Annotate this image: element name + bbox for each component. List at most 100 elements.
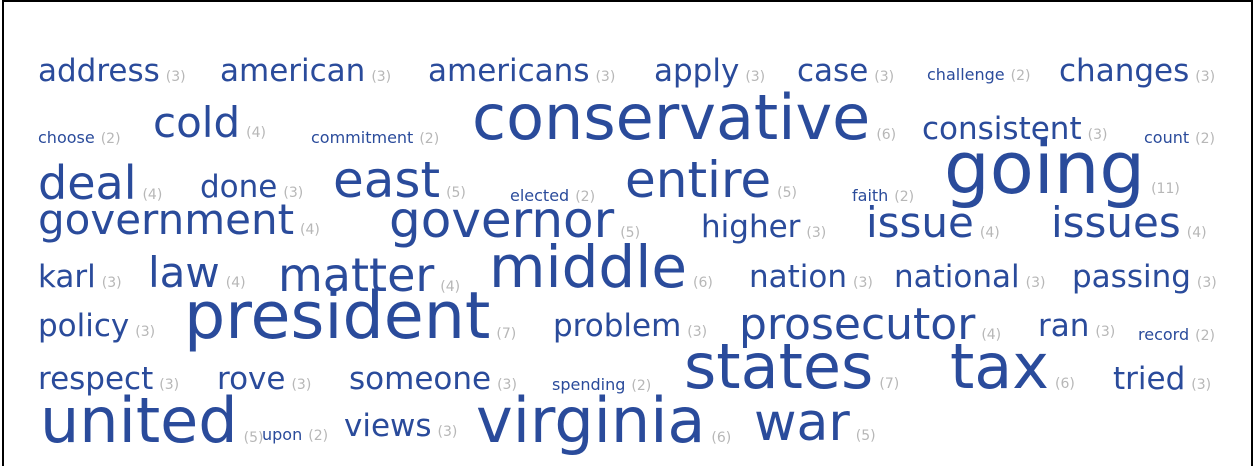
tag-count: (5) xyxy=(243,430,264,446)
tag-word[interactable]: elected xyxy=(510,186,570,205)
tag-word[interactable]: president xyxy=(184,279,491,354)
tag-word[interactable]: done xyxy=(200,169,278,205)
tag-policy: policy (3) xyxy=(38,311,155,342)
tag-count: (3) xyxy=(874,69,895,85)
tag-word[interactable]: prosecutor xyxy=(739,299,976,350)
tag-count: (4) xyxy=(979,225,1000,241)
tag-count: count (2) xyxy=(1144,128,1215,147)
tag-word[interactable]: nation xyxy=(749,259,848,295)
tag-law: law (4) xyxy=(148,252,246,294)
tag-higher: higher (3) xyxy=(701,212,826,243)
tag-word[interactable]: higher xyxy=(701,209,801,245)
tag-americans: americans (3) xyxy=(428,56,615,87)
tag-word[interactable]: entire xyxy=(625,151,772,209)
tag-count: (6) xyxy=(876,127,897,143)
tag-count: (3) xyxy=(159,377,180,393)
tag-word[interactable]: issues xyxy=(1051,198,1181,247)
tag-count: (2) xyxy=(1010,68,1031,84)
tag-count: (2) xyxy=(100,131,121,147)
tag-word[interactable]: passing xyxy=(1072,259,1191,295)
tag-word[interactable]: deal xyxy=(38,156,137,210)
tag-count: (2) xyxy=(1195,328,1215,344)
tag-word[interactable]: rove xyxy=(217,361,286,397)
tag-word[interactable]: consistent xyxy=(922,111,1082,147)
tag-word[interactable]: problem xyxy=(553,308,682,344)
tag-count: (4) xyxy=(142,187,163,203)
tag-word[interactable]: record xyxy=(1138,325,1190,344)
tag-word[interactable]: tried xyxy=(1113,361,1186,397)
tag-case: case (3) xyxy=(797,56,894,87)
tag-word[interactable]: spending xyxy=(552,375,626,394)
tag-word[interactable]: east xyxy=(333,151,441,209)
tag-issues: issues (4) xyxy=(1051,202,1207,244)
tag-issue: issue (4) xyxy=(866,202,1000,244)
tag-elected: elected (2) xyxy=(510,186,596,205)
tag-upon: upon (2) xyxy=(262,425,329,444)
tag-word[interactable]: american xyxy=(220,53,366,89)
tag-count: (5) xyxy=(446,185,466,201)
tag-word[interactable]: middle xyxy=(489,233,688,301)
tag-word[interactable]: going xyxy=(944,126,1146,210)
tag-word[interactable]: tax xyxy=(950,330,1049,403)
tag-east: east (5) xyxy=(333,155,466,205)
tag-word[interactable]: views xyxy=(344,408,432,444)
tag-war: war (5) xyxy=(754,397,876,449)
tag-word[interactable]: challenge xyxy=(927,65,1005,84)
tag-count: (4) xyxy=(246,125,266,141)
tag-count: (2) xyxy=(308,428,329,444)
tag-word[interactable]: commitment xyxy=(311,128,414,147)
tag-word[interactable]: war xyxy=(754,393,850,453)
tag-word[interactable]: someone xyxy=(349,361,492,397)
tag-count: (3) xyxy=(745,69,766,85)
tag-count: (2) xyxy=(575,189,596,205)
tag-word[interactable]: united xyxy=(40,384,238,457)
tag-word[interactable]: count xyxy=(1144,128,1190,147)
tag-count: (3) xyxy=(135,324,156,340)
tag-passing: passing (3) xyxy=(1072,262,1217,293)
tag-respect: respect (3) xyxy=(38,364,179,395)
tag-word[interactable]: states xyxy=(684,330,874,403)
tag-word[interactable]: faith xyxy=(852,186,889,205)
tag-word[interactable]: respect xyxy=(38,361,154,397)
tag-count: (3) xyxy=(291,377,312,393)
tag-count: (5) xyxy=(855,428,876,444)
tag-count: (3) xyxy=(371,69,392,85)
tag-count: (6) xyxy=(693,275,713,291)
tag-ran: ran (3) xyxy=(1038,311,1115,342)
tag-count: (3) xyxy=(1025,275,1046,291)
tag-word[interactable]: apply xyxy=(654,53,740,89)
tag-word[interactable]: conservative xyxy=(472,81,871,154)
tag-word[interactable]: national xyxy=(894,259,1020,295)
tag-word[interactable]: law xyxy=(148,248,220,297)
tag-word[interactable]: policy xyxy=(38,308,130,344)
tag-word[interactable]: matter xyxy=(278,248,435,302)
tag-government: government (4) xyxy=(38,199,320,241)
tag-word[interactable]: choose xyxy=(38,128,95,147)
tag-count: (6) xyxy=(1055,376,1075,392)
tag-count: (3) xyxy=(687,324,708,340)
tag-word[interactable]: changes xyxy=(1059,53,1190,89)
tag-count: (3) xyxy=(497,377,517,393)
tag-count: (5) xyxy=(620,225,641,241)
tag-record: record (2) xyxy=(1138,325,1215,344)
tag-word[interactable]: karl xyxy=(38,259,96,295)
tag-karl: karl (3) xyxy=(38,262,122,293)
tag-word[interactable]: case xyxy=(797,53,869,89)
tag-challenge: challenge (2) xyxy=(927,65,1031,84)
tag-word[interactable]: americans xyxy=(428,53,590,89)
tag-word[interactable]: upon xyxy=(262,425,303,444)
tag-word[interactable]: governor xyxy=(389,191,615,249)
tag-commitment: commitment (2) xyxy=(311,128,439,147)
tag-word[interactable]: government xyxy=(38,195,295,244)
tag-going: going (11) xyxy=(944,132,1180,204)
tag-count: (4) xyxy=(225,275,246,291)
tag-word[interactable]: issue xyxy=(866,198,974,247)
tag-word[interactable]: address xyxy=(38,53,160,89)
tag-matter: matter (4) xyxy=(278,252,460,298)
tag-count: (7) xyxy=(496,326,517,342)
tag-count: (11) xyxy=(1151,181,1180,197)
tag-word[interactable]: cold xyxy=(153,98,241,147)
tag-word[interactable]: ran xyxy=(1038,308,1090,344)
tag-word[interactable]: virginia xyxy=(476,384,706,457)
